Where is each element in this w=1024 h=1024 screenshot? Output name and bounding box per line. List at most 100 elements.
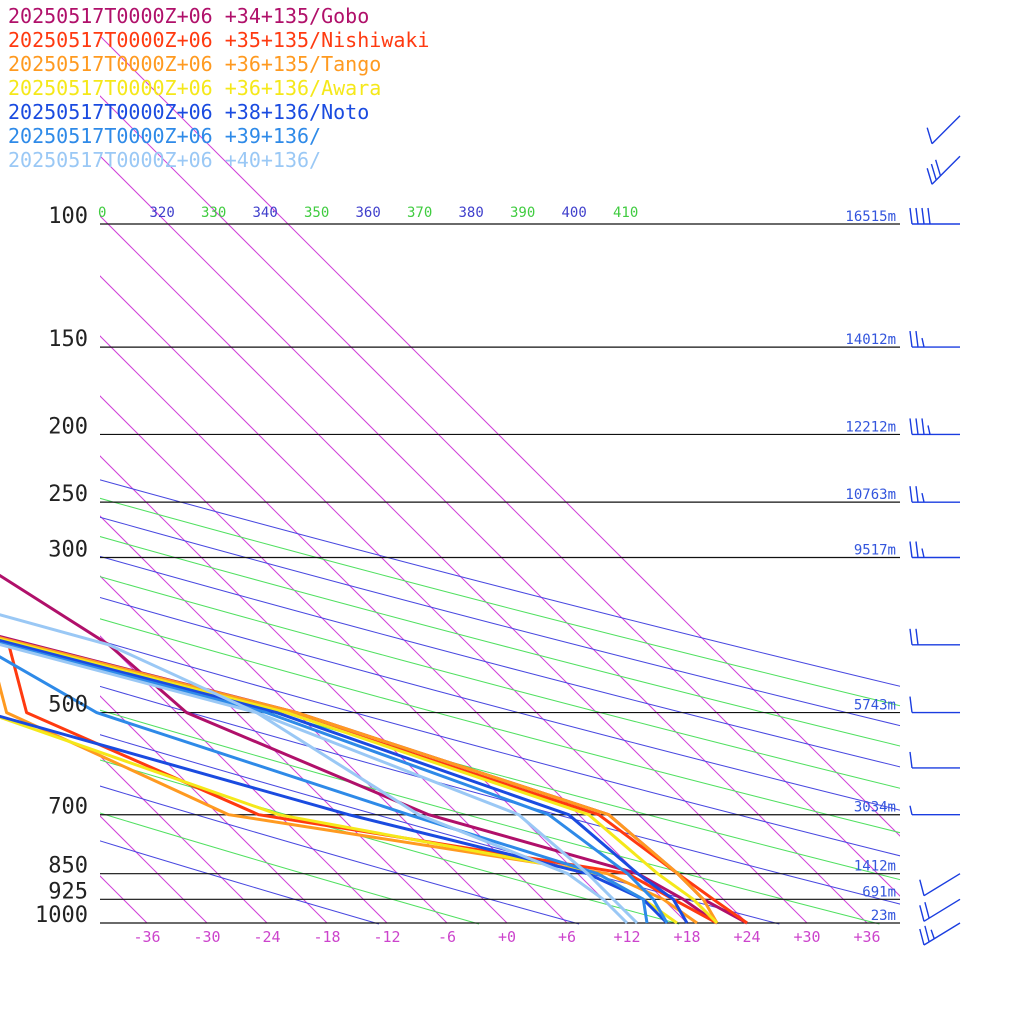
height-label: 9517m <box>854 543 896 559</box>
pressure-label: 150 <box>48 327 88 352</box>
isotherm-line <box>100 335 688 924</box>
wind-barb <box>926 115 961 145</box>
temperature-tick-label: +18 <box>673 928 700 946</box>
pressure-label: 925 <box>48 879 88 904</box>
chart-legend: 20250517T0000Z+06 +34+135/Gobo20250517T0… <box>8 4 429 172</box>
theta-label: 380 <box>459 205 484 221</box>
dry-adiabat-line <box>100 734 780 925</box>
temperature-tick-label: -30 <box>193 928 220 946</box>
theta-label: 0 <box>98 205 106 221</box>
pressure-label: 850 <box>48 854 88 879</box>
theta-label: 340 <box>253 205 278 221</box>
isotherm-line <box>100 215 808 924</box>
temperature-tick-label: +36 <box>853 928 880 946</box>
temperature-tick-label: +24 <box>733 928 760 946</box>
wind-barb <box>909 331 960 348</box>
isotherm-line <box>100 275 748 924</box>
pressure-label: 300 <box>48 538 88 563</box>
temperature-tick-label: +30 <box>793 928 820 946</box>
wind-barb-flag <box>921 493 925 503</box>
wind-barb-flag <box>919 879 925 896</box>
isotherm-line <box>100 35 900 837</box>
wind-barb-flag <box>915 418 919 435</box>
wind-barb-flag <box>921 548 925 558</box>
temperature-tick-label: -12 <box>373 928 400 946</box>
legend-entry: 20250517T0000Z+06 +35+135/Nishiwaki <box>8 28 429 52</box>
theta-label: 410 <box>613 205 638 221</box>
height-label: 5743m <box>854 698 896 714</box>
temperature-tick-label: -36 <box>133 928 160 946</box>
isotherm-line <box>100 635 388 924</box>
pressure-label: 100 <box>48 204 88 229</box>
wind-barb-flag <box>919 905 925 922</box>
wind-barb-flag <box>909 541 913 558</box>
wind-barb-flag <box>930 929 935 939</box>
legend-entry: 20250517T0000Z+06 +38+136/Noto <box>8 100 369 124</box>
theta-label: 350 <box>304 205 329 221</box>
chart-labels: 100 16515m 150 14012m 200 12212m 250 10763m 300 9… <box>35 204 896 946</box>
height-label: 1412m <box>854 859 896 875</box>
temperature-tick-label: -6 <box>438 928 456 946</box>
dewpoint-profile-line <box>0 714 669 925</box>
wind-barb-flag <box>919 928 925 946</box>
wind-barb-flag <box>924 902 930 919</box>
isotherm-line <box>100 455 568 924</box>
temperature-tick-label: -18 <box>313 928 340 946</box>
wind-barb-staff <box>923 898 961 922</box>
wind-barb-flag <box>909 486 913 503</box>
wind-barb-flag <box>915 207 919 225</box>
wind-barb-flag <box>915 486 919 503</box>
height-label: 3034m <box>854 800 896 816</box>
isotherm-line <box>100 95 900 897</box>
legend-entry: 20250517T0000Z+06 +36+135/Tango <box>8 52 381 76</box>
wind-barb-flag <box>927 207 931 225</box>
temperature-profile-line <box>0 636 748 925</box>
wind-barb <box>909 418 960 436</box>
wind-barb <box>909 486 960 503</box>
temperature-profile-line <box>0 637 719 925</box>
grid-clip-group <box>100 35 900 925</box>
isotherm-line <box>100 155 868 924</box>
isotherm-line <box>100 755 268 924</box>
dry-adiabat-line <box>100 685 900 905</box>
temperature-profile-line <box>0 635 748 925</box>
wind-barbs <box>909 115 961 946</box>
dry-adiabat-line <box>100 662 900 881</box>
wind-barb-flag <box>909 805 913 815</box>
dry-adiabat-line <box>100 618 900 834</box>
wind-barb <box>919 873 961 897</box>
theta-label: 360 <box>356 205 381 221</box>
wind-barb-staff <box>923 873 961 897</box>
wind-barb-flag <box>909 751 913 769</box>
temperature-profile-line <box>0 643 639 925</box>
pressure-label: 200 <box>48 414 88 439</box>
theta-label: 390 <box>510 205 535 221</box>
wind-barb-flag <box>921 337 925 348</box>
legend-entry: 20250517T0000Z+06 +40+136/ <box>8 148 321 172</box>
pressure-label: 250 <box>48 482 88 507</box>
wind-barb-flag <box>909 331 913 348</box>
chart-grid <box>100 35 900 925</box>
wind-barb-staff <box>931 115 961 145</box>
wind-barb <box>909 805 960 816</box>
dewpoint-profile-line <box>0 613 629 925</box>
pressure-label: 700 <box>48 795 88 820</box>
dry-adiabat-line <box>100 640 900 857</box>
theta-label: 320 <box>150 205 175 221</box>
height-label: 16515m <box>845 209 896 225</box>
dewpoint-profile-line <box>0 681 698 925</box>
series-upper-group <box>0 573 748 925</box>
legend-entry: 20250517T0000Z+06 +36+136/Awara <box>8 76 381 100</box>
isotherm-line <box>100 575 448 924</box>
wind-barb-flag <box>926 127 933 144</box>
wind-barb-flag <box>924 925 930 943</box>
wind-barb-flag <box>935 159 942 176</box>
wind-barb-flag <box>915 628 919 645</box>
theta-label: 330 <box>201 205 226 221</box>
wind-barb-flag <box>926 168 933 185</box>
theta-label: 370 <box>407 205 432 221</box>
height-label: 14012m <box>845 332 896 348</box>
wind-barb-flag <box>909 207 913 225</box>
